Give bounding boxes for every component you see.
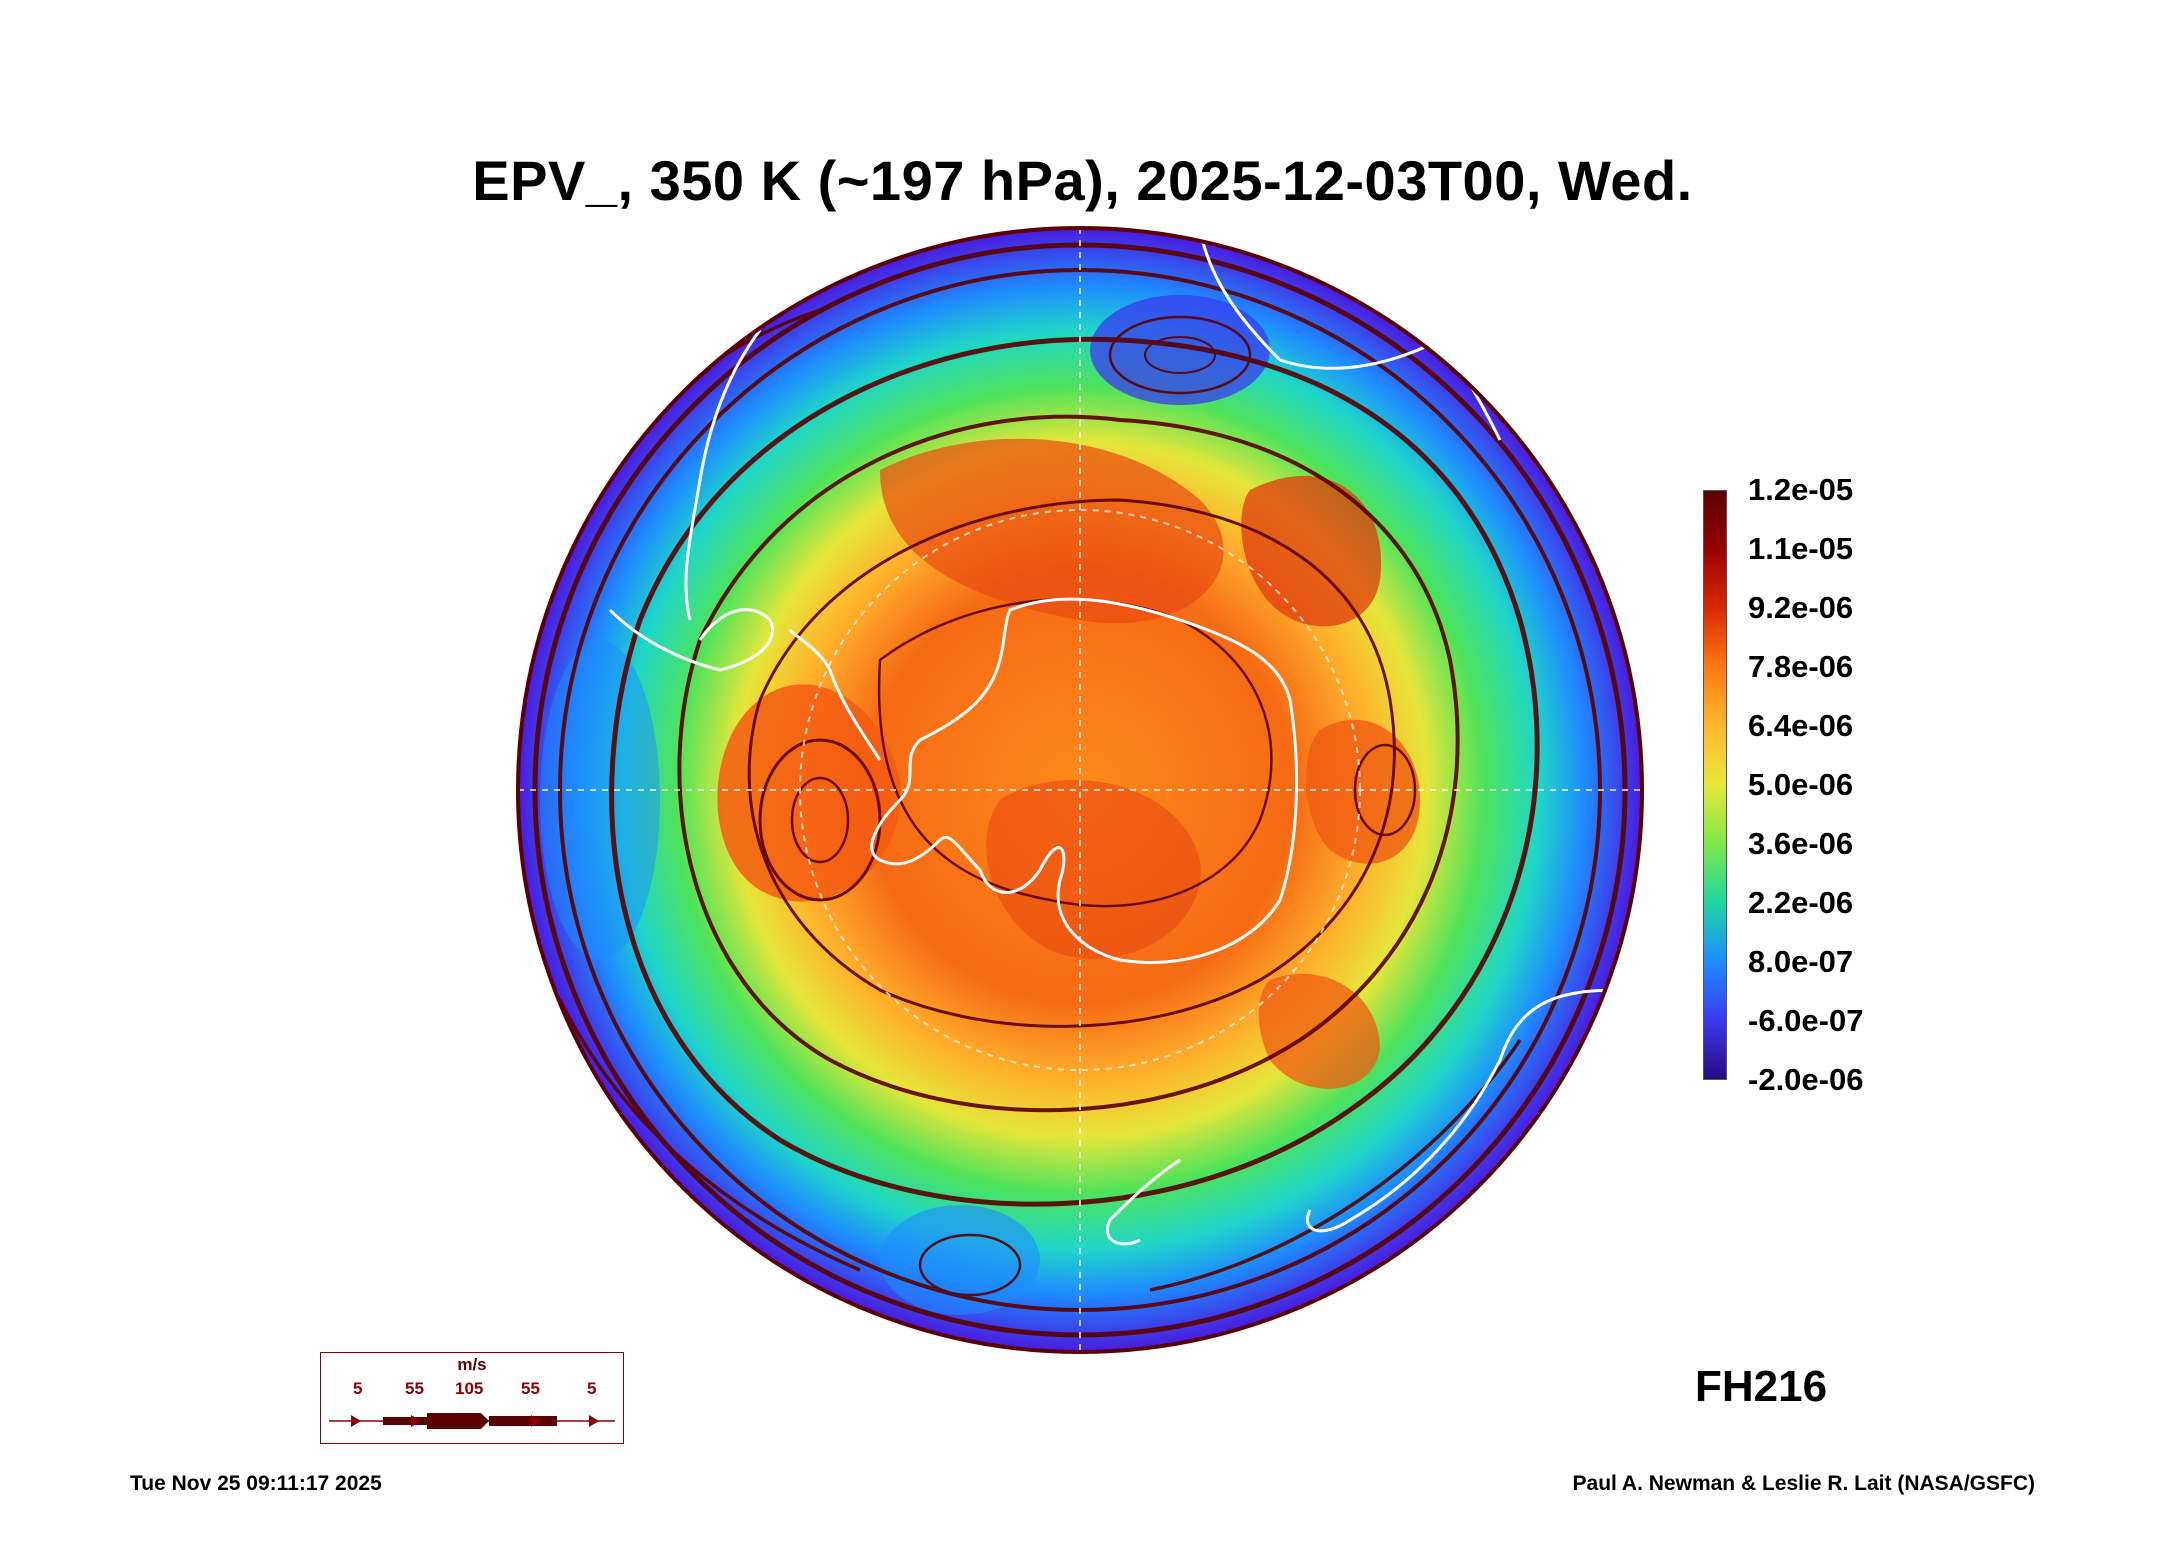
graticule	[518, 228, 1642, 1352]
colorbar-label: 2.2e-06	[1748, 885, 1854, 920]
colorbar-label: 9.2e-06	[1748, 590, 1854, 625]
colorbar-label: -6.0e-07	[1748, 1003, 1864, 1038]
wind-tick: 55	[405, 1379, 424, 1398]
wind-tick: 55	[521, 1379, 540, 1398]
colorbar-label: 3.6e-06	[1748, 826, 1854, 861]
wind-tick: 5	[587, 1379, 597, 1398]
colorbar-label: 1.1e-05	[1748, 531, 1854, 566]
pv-low-southwest	[880, 1205, 1040, 1315]
wind-tick: 5	[353, 1379, 363, 1398]
pv-lobe-north	[880, 438, 1224, 624]
pv-lobe-center	[986, 780, 1201, 959]
pv-low-west	[540, 640, 660, 960]
forecast-hour: FH216	[1695, 1362, 1828, 1411]
wind-arrow-scale	[329, 1413, 615, 1429]
pv-lobe-northeast	[1241, 475, 1382, 627]
wind-speed-legend: m/s 5 55 105 55 5	[320, 1352, 624, 1444]
colorbar-label: 8.0e-07	[1748, 944, 1854, 979]
colorbar-label: 5.0e-06	[1748, 767, 1854, 802]
colorbar-label: 1.2e-05	[1748, 472, 1854, 507]
plot-title: EPV_, 350 K (~197 hPa), 2025-12-03T00, W…	[472, 149, 1693, 212]
colorbar-label: -2.0e-06	[1748, 1062, 1864, 1097]
colorbar-label: 7.8e-06	[1748, 649, 1854, 684]
pv-lobe-east	[1306, 719, 1420, 864]
wind-tick: 105	[455, 1379, 484, 1398]
run-timestamp: Tue Nov 25 09:11:17 2025	[130, 1472, 382, 1495]
author-credit: Paul A. Newman & Leslie R. Lait (NASA/GS…	[1572, 1472, 2035, 1495]
pv-low-north	[1090, 295, 1270, 405]
wind-unit: m/s	[457, 1355, 487, 1374]
colorbar	[1703, 490, 1727, 1080]
coastlines	[608, 229, 1621, 1246]
colorbar-label: 6.4e-06	[1748, 708, 1854, 743]
